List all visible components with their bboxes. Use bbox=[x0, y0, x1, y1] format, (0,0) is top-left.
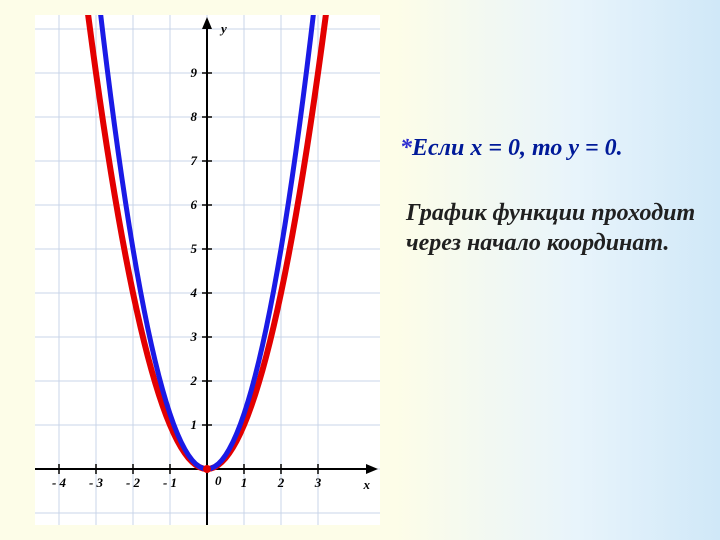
bullet-star: * bbox=[400, 135, 412, 161]
statement-1-text: Если х = 0, то у = 0. bbox=[412, 135, 623, 161]
svg-text:- 2: - 2 bbox=[126, 475, 141, 490]
svg-text:5: 5 bbox=[191, 241, 198, 256]
chart-container: - 4 - 3 - 2 - 1 1 2 3 1 2 3 4 5 6 7 8 9 0 x y bbox=[35, 15, 380, 525]
svg-text:1: 1 bbox=[241, 475, 248, 490]
svg-text:6: 6 bbox=[191, 197, 198, 212]
slide-root: - 4 - 3 - 2 - 1 1 2 3 1 2 3 4 5 6 7 8 9 0 x y *Если х =… bbox=[0, 0, 720, 540]
svg-text:9: 9 bbox=[191, 65, 198, 80]
origin-dot bbox=[203, 465, 211, 473]
svg-text:2: 2 bbox=[277, 475, 285, 490]
text-block: *Если х = 0, то у = 0. График функции пр… bbox=[400, 135, 700, 258]
svg-text:1: 1 bbox=[191, 417, 198, 432]
statement-1: *Если х = 0, то у = 0. bbox=[400, 135, 700, 162]
svg-text:y: y bbox=[219, 21, 227, 36]
svg-text:7: 7 bbox=[191, 153, 198, 168]
svg-text:- 1: - 1 bbox=[163, 475, 177, 490]
svg-text:- 3: - 3 bbox=[89, 475, 104, 490]
svg-text:8: 8 bbox=[191, 109, 198, 124]
parabola-chart: - 4 - 3 - 2 - 1 1 2 3 1 2 3 4 5 6 7 8 9 0 x y bbox=[35, 15, 380, 525]
svg-text:x: x bbox=[363, 477, 371, 492]
svg-text:3: 3 bbox=[314, 475, 322, 490]
svg-text:4: 4 bbox=[190, 285, 198, 300]
svg-text:0: 0 bbox=[215, 473, 222, 488]
svg-text:- 4: - 4 bbox=[52, 475, 67, 490]
svg-text:2: 2 bbox=[190, 373, 198, 388]
statement-2: График функции проходит через начало коо… bbox=[400, 198, 700, 258]
svg-text:3: 3 bbox=[190, 329, 198, 344]
